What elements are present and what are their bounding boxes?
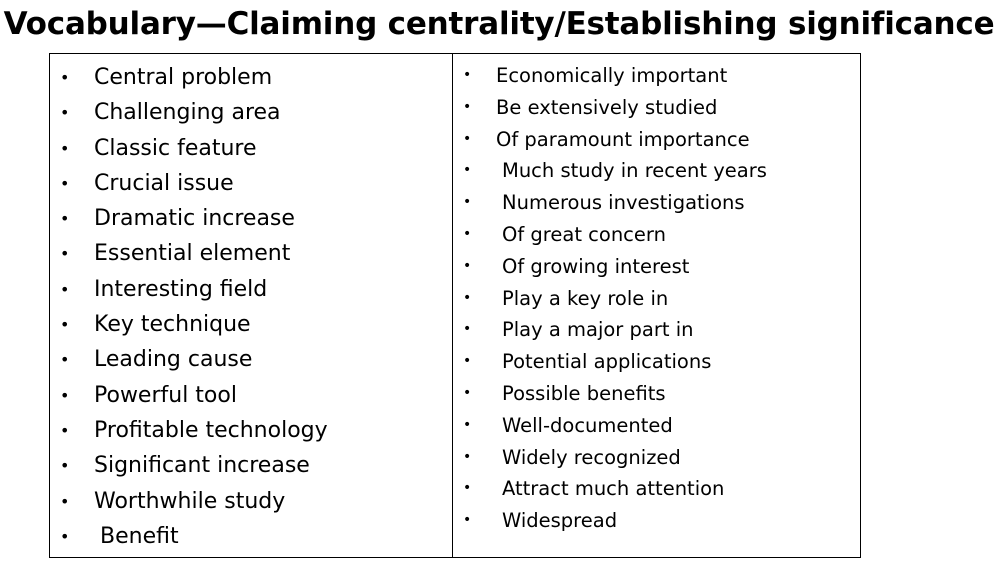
bullet-icon: • [60, 279, 70, 299]
bullet-icon: • [463, 194, 472, 211]
list-item-label: Play a key role in [502, 286, 669, 310]
list-item: • Of great concern [453, 219, 861, 251]
list-item-label: Central problem [94, 65, 273, 90]
list-item-label: Powerful tool [94, 382, 237, 408]
bullet-icon: • [463, 384, 472, 401]
list-item: • Much study in recent years [453, 155, 861, 187]
list-item-label: Dramatic increase [94, 206, 295, 232]
list-item: • Of growing interest [453, 251, 861, 283]
list-item-label: Crucial issue [94, 170, 234, 196]
list-item-label: Numerous investigations [502, 191, 745, 215]
bullet-icon: • [463, 289, 472, 306]
list-item-label: Classic feature [94, 135, 257, 161]
list-item: • Potential applications [453, 346, 861, 378]
list-item: • Be extensively studied [453, 92, 861, 124]
list-item: • Dramatic increase [50, 201, 452, 236]
bullet-icon: • [60, 315, 70, 335]
list-item: • Challenging area [50, 95, 452, 130]
bullet-icon: • [60, 526, 70, 546]
list-item-label: Widely recognized [502, 445, 681, 469]
list-item: • Widespread [453, 505, 861, 537]
page-title: Vocabulary—Claiming centrality/Establish… [3, 6, 995, 42]
bullet-icon: • [60, 68, 70, 87]
column-divider [452, 54, 453, 557]
bullet-icon: • [60, 420, 70, 440]
list-item-label: Widespread [502, 509, 618, 533]
bullet-icon: • [463, 67, 472, 83]
list-item-label: Of growing interest [502, 254, 690, 278]
bullet-icon: • [463, 416, 472, 433]
bullet-icon: • [60, 456, 70, 476]
list-item: • Interesting field [50, 272, 452, 307]
list-item: • Profitable technology [50, 413, 452, 448]
list-item: • Key technique [50, 307, 452, 342]
list-item-label: Significant increase [94, 453, 310, 479]
list-item-label: Be extensively studied [496, 95, 718, 119]
bullet-icon: • [463, 512, 472, 529]
right-column-list: • Economically important • Be extensively … [453, 60, 861, 537]
list-item: • Numerous investigations [453, 187, 861, 219]
list-item: • Attract much attention [453, 473, 861, 505]
list-item: • Well-documented [453, 410, 861, 442]
list-item-label: Benefit [100, 523, 179, 549]
bullet-icon: • [463, 321, 472, 338]
list-item: • Possible benefits [453, 378, 861, 410]
list-item: • Leading cause [50, 342, 452, 377]
list-item: • Significant increase [50, 448, 452, 483]
bullet-icon: • [60, 209, 70, 229]
list-item: • Central problem [50, 60, 452, 95]
vocabulary-table: • Central problem • Challenging area • Clas… [49, 53, 861, 558]
list-item-label: Play a major part in [502, 318, 694, 342]
list-item: • Crucial issue [50, 166, 452, 201]
list-item-label: Interesting field [94, 276, 268, 302]
bullet-icon: • [60, 385, 70, 405]
bullet-icon: • [463, 130, 472, 147]
list-item: • Play a major part in [453, 314, 861, 346]
bullet-icon: • [60, 350, 70, 370]
list-item-label: Of great concern [502, 222, 666, 246]
bullet-icon: • [463, 162, 472, 179]
list-item: • Of paramount importance [453, 124, 861, 156]
list-item: • Worthwhile study [50, 484, 452, 519]
list-item-label: Potential applications [502, 350, 712, 374]
list-item-label: Worthwhile study [94, 488, 286, 514]
list-item-label: Much study in recent years [502, 159, 767, 183]
list-item-label: Leading cause [94, 347, 253, 373]
left-column-list: • Central problem • Challenging area • Clas… [50, 60, 452, 554]
list-item-label: Key technique [94, 312, 251, 338]
bullet-icon: • [463, 98, 472, 115]
list-item: • Essential element [50, 236, 452, 271]
list-item-label: Possible benefits [502, 381, 666, 405]
list-item-label: Well-documented [502, 413, 673, 437]
bullet-icon: • [60, 244, 70, 264]
list-item: • Widely recognized [453, 442, 861, 474]
bullet-icon: • [463, 448, 472, 465]
bullet-icon: • [463, 257, 472, 274]
bullet-icon: • [60, 173, 70, 193]
list-item-label: Profitable technology [94, 417, 328, 443]
list-item-label: Essential element [94, 241, 291, 267]
list-item: • Benefit [50, 519, 452, 554]
bullet-icon: • [463, 353, 472, 370]
bullet-icon: • [60, 138, 70, 158]
list-item-label: Economically important [496, 64, 728, 87]
list-item: • Economically important [453, 60, 861, 92]
list-item: • Classic feature [50, 131, 452, 166]
list-item-label: Challenging area [94, 100, 281, 126]
list-item-label: Of paramount importance [496, 127, 750, 151]
bullet-icon: • [60, 103, 70, 123]
list-item-label: Attract much attention [502, 477, 725, 501]
bullet-icon: • [463, 225, 472, 242]
bullet-icon: • [60, 491, 70, 511]
bullet-icon: • [463, 480, 472, 497]
list-item: • Play a key role in [453, 283, 861, 315]
list-item: • Powerful tool [50, 378, 452, 413]
